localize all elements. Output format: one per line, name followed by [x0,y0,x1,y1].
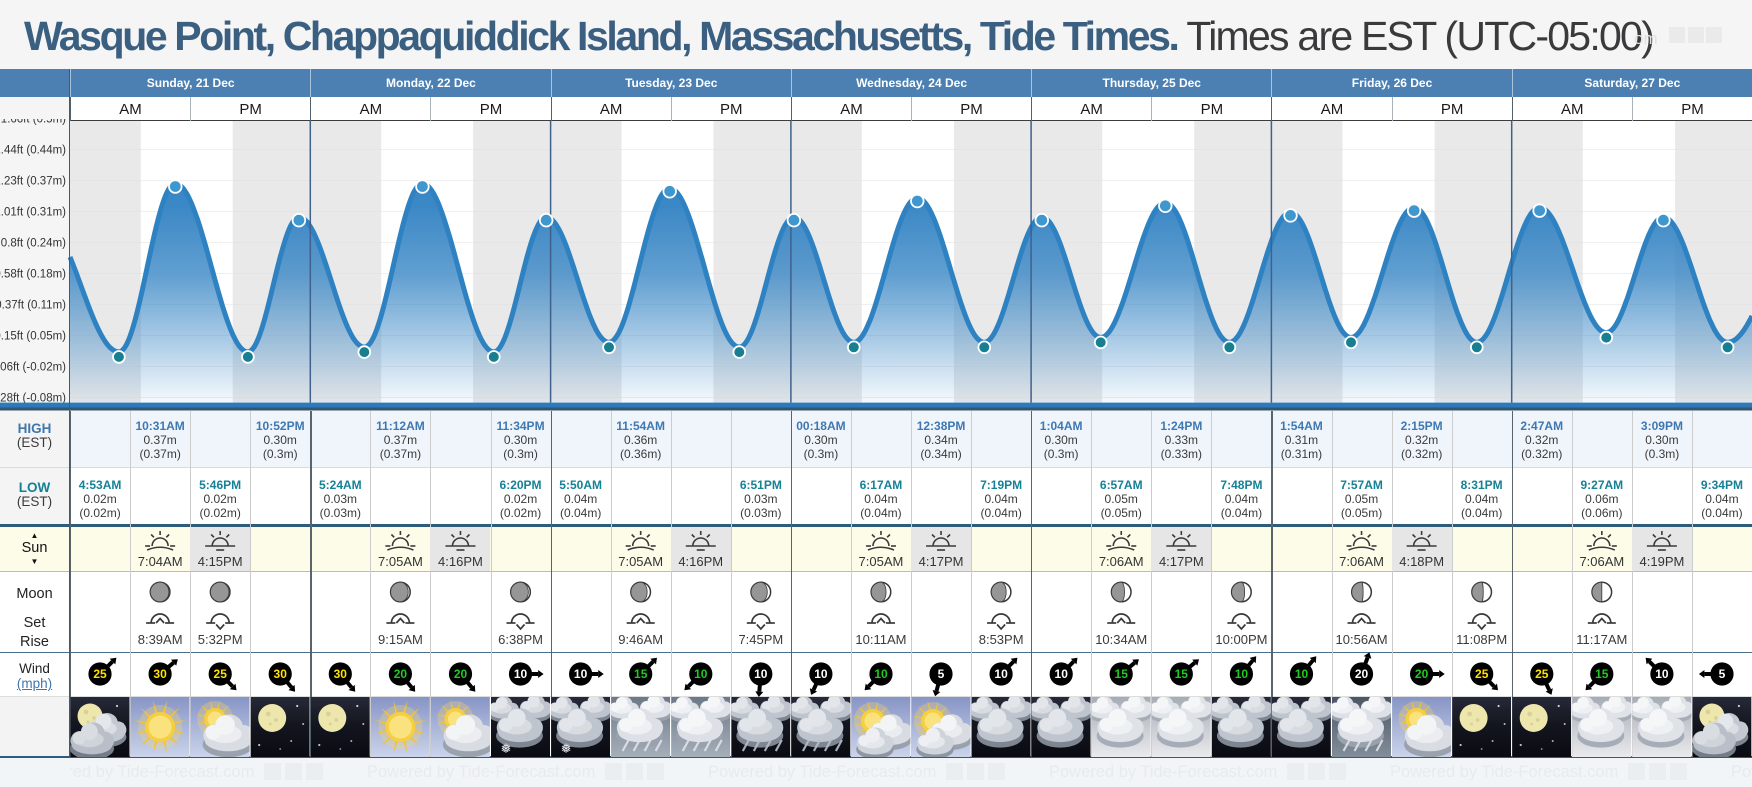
svg-text:15: 15 [1115,667,1129,681]
svg-text:10: 10 [814,667,828,681]
svg-text:10: 10 [754,667,768,681]
svg-text:0.8ft (0.24m): 0.8ft (0.24m) [1,238,66,250]
svg-text:10: 10 [1055,667,1069,681]
svg-text:20: 20 [394,667,408,681]
svg-text:15: 15 [1175,667,1189,681]
svg-text:10: 10 [874,667,888,681]
svg-text:10: 10 [1655,667,1669,681]
svg-text:10: 10 [514,667,528,681]
svg-text:25: 25 [1475,667,1489,681]
svg-text:-0.28ft (-0.08m): -0.28ft (-0.08m) [0,393,66,405]
svg-text:30: 30 [274,667,288,681]
svg-text:25: 25 [93,667,107,681]
svg-text:1.44ft (0.44m): 1.44ft (0.44m) [0,145,66,157]
svg-text:15: 15 [1595,667,1609,681]
svg-text:10: 10 [1295,667,1309,681]
svg-text:20: 20 [454,667,468,681]
svg-text:10: 10 [574,667,588,681]
svg-text:5: 5 [1719,667,1726,681]
svg-text:20: 20 [1355,667,1369,681]
svg-text:0.58ft (0.18m): 0.58ft (0.18m) [0,269,66,281]
svg-text:10: 10 [994,667,1008,681]
svg-text:1.23ft (0.37m): 1.23ft (0.37m) [0,176,66,188]
svg-text:10: 10 [1235,667,1249,681]
svg-text:30: 30 [334,667,348,681]
svg-text:-0.06ft (-0.02m): -0.06ft (-0.02m) [0,362,66,374]
svg-text:10: 10 [694,667,708,681]
svg-text:0.37ft (0.11m): 0.37ft (0.11m) [0,300,66,312]
svg-text:25: 25 [214,667,228,681]
svg-text:1.01ft (0.31m): 1.01ft (0.31m) [0,207,66,219]
svg-text:0.15ft (0.05m): 0.15ft (0.05m) [0,331,66,343]
svg-text:❅: ❅ [561,741,572,756]
svg-text:30: 30 [153,667,167,681]
svg-text:5: 5 [938,667,945,681]
svg-text:25: 25 [1535,667,1549,681]
svg-text:15: 15 [634,667,648,681]
svg-text:20: 20 [1415,667,1429,681]
svg-text:❅: ❅ [501,741,512,756]
